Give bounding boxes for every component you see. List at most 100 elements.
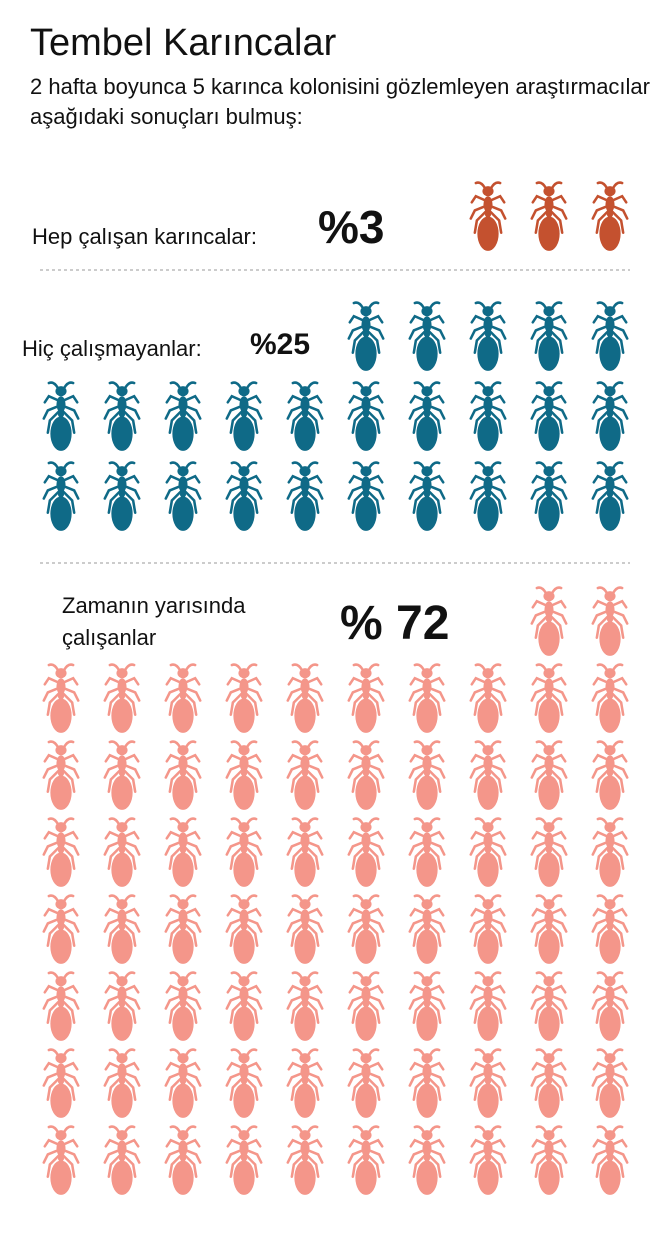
ant-icon bbox=[286, 817, 324, 889]
ant-icon bbox=[42, 971, 80, 1043]
ant-icon bbox=[530, 1048, 568, 1120]
ant-icon bbox=[42, 817, 80, 889]
ant-icon bbox=[164, 817, 202, 889]
ant-icon bbox=[469, 1125, 507, 1197]
ant-icon bbox=[103, 381, 141, 453]
ant-icon bbox=[591, 1125, 629, 1197]
ant-icon bbox=[469, 817, 507, 889]
value-label: %3 bbox=[318, 201, 385, 253]
ant-icon bbox=[347, 381, 385, 453]
ant-icon bbox=[591, 971, 629, 1043]
ant-icon bbox=[164, 894, 202, 966]
ant-icon bbox=[42, 894, 80, 966]
ant-icon bbox=[530, 461, 568, 533]
ant-icon bbox=[530, 971, 568, 1043]
ant-icon bbox=[591, 894, 629, 966]
category-label: Hep çalışan karıncalar: bbox=[32, 224, 257, 249]
ant-icon bbox=[469, 301, 507, 373]
ant-icon bbox=[530, 817, 568, 889]
ant-icon bbox=[42, 381, 80, 453]
ant-icon bbox=[591, 586, 629, 658]
ant-icon bbox=[347, 1125, 385, 1197]
ant-icon bbox=[225, 461, 263, 533]
ant-icon bbox=[469, 740, 507, 812]
ant-icon bbox=[408, 301, 446, 373]
ant-icon bbox=[103, 817, 141, 889]
ant-icon bbox=[103, 971, 141, 1043]
ant-icon bbox=[225, 381, 263, 453]
ant-icon bbox=[530, 663, 568, 735]
ant-icon bbox=[347, 817, 385, 889]
ant-icon bbox=[103, 461, 141, 533]
ant-icon bbox=[164, 971, 202, 1043]
ant-icon bbox=[408, 461, 446, 533]
ant-icon bbox=[469, 381, 507, 453]
ant-icon bbox=[347, 1048, 385, 1120]
ant-icon bbox=[286, 381, 324, 453]
ant-icon bbox=[408, 817, 446, 889]
ant-icon bbox=[347, 301, 385, 373]
ant-icon bbox=[103, 740, 141, 812]
value-label: % 72 bbox=[340, 597, 450, 650]
ant-icon bbox=[225, 663, 263, 735]
ant-icon bbox=[42, 1048, 80, 1120]
ant-icon bbox=[530, 381, 568, 453]
ant-icon bbox=[164, 381, 202, 453]
ant-icon bbox=[164, 663, 202, 735]
ant-icon bbox=[164, 1048, 202, 1120]
ant-icon bbox=[469, 894, 507, 966]
ant-icon bbox=[347, 663, 385, 735]
ant-icon bbox=[408, 971, 446, 1043]
ant-icon bbox=[225, 1125, 263, 1197]
ant-icon bbox=[164, 740, 202, 812]
ant-icon bbox=[408, 381, 446, 453]
ant-icon bbox=[591, 381, 629, 453]
ant-icon bbox=[347, 894, 385, 966]
ant-icon bbox=[530, 1125, 568, 1197]
ant-icon bbox=[408, 740, 446, 812]
ant-icon bbox=[530, 181, 568, 253]
ant-icon bbox=[591, 740, 629, 812]
category-label: Zamanın yarısında çalışanlar bbox=[62, 593, 246, 650]
ant-icon bbox=[408, 663, 446, 735]
ant-icon bbox=[469, 181, 507, 253]
ant-icon bbox=[591, 301, 629, 373]
ant-icon bbox=[225, 740, 263, 812]
ant-icon bbox=[225, 1048, 263, 1120]
subtitle: 2 hafta boyunca 5 karınca kolonisini göz… bbox=[30, 74, 650, 129]
ant-icon bbox=[164, 461, 202, 533]
ant-icon bbox=[42, 740, 80, 812]
ant-icon bbox=[286, 740, 324, 812]
ant-icon bbox=[408, 1125, 446, 1197]
ant-icon bbox=[408, 894, 446, 966]
ant-icon bbox=[103, 894, 141, 966]
ant-icon bbox=[225, 894, 263, 966]
ant-icon bbox=[530, 740, 568, 812]
ant-icon bbox=[469, 461, 507, 533]
ant-icon bbox=[347, 740, 385, 812]
category-label: Hiç çalışmayanlar: bbox=[22, 336, 202, 361]
ant-icon bbox=[286, 894, 324, 966]
ant-icon bbox=[42, 461, 80, 533]
ant-icon bbox=[530, 301, 568, 373]
ant-icon bbox=[225, 971, 263, 1043]
ant-icon bbox=[164, 1125, 202, 1197]
ant-icon bbox=[225, 817, 263, 889]
ant-icon bbox=[286, 971, 324, 1043]
ant-icon bbox=[469, 663, 507, 735]
ant-icon bbox=[103, 1048, 141, 1120]
ant-icon bbox=[591, 663, 629, 735]
ant-icon bbox=[286, 663, 324, 735]
ant-icon bbox=[469, 971, 507, 1043]
ant-icon bbox=[103, 663, 141, 735]
ant-icon bbox=[347, 971, 385, 1043]
ant-icon bbox=[42, 663, 80, 735]
ant-icon bbox=[347, 461, 385, 533]
title: Tembel Karıncalar bbox=[30, 22, 337, 64]
ant-icon bbox=[103, 1125, 141, 1197]
ant-icon bbox=[591, 1048, 629, 1120]
ant-icon bbox=[286, 461, 324, 533]
ant-icon bbox=[286, 1048, 324, 1120]
ant-icon bbox=[530, 894, 568, 966]
